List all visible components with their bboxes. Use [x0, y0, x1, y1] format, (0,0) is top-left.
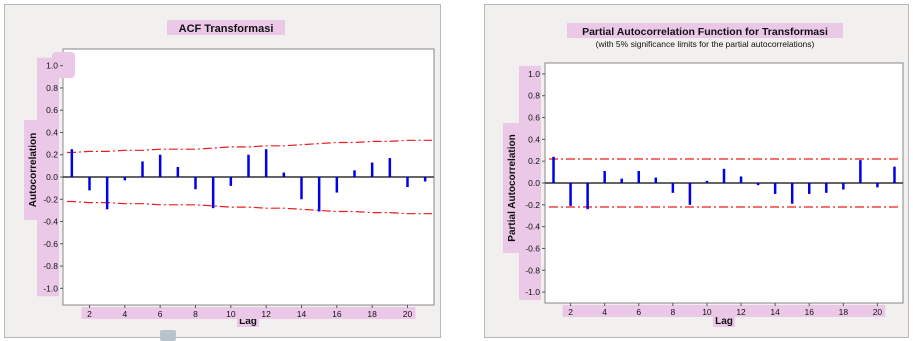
- acf-ytick-label: -0.2: [43, 194, 58, 204]
- acf-xtick-label: 10: [226, 309, 236, 319]
- pacf-chart-panel: Partial Autocorrelation Function for Tra…: [484, 4, 909, 338]
- pacf-ytick-label: 0.4: [528, 134, 540, 144]
- pacf-xtick-label: 18: [839, 307, 849, 317]
- pacf-xtick-label: 16: [805, 307, 815, 317]
- acf-ytick-label: 1.0: [46, 61, 58, 71]
- pacf-xtick-label: 14: [770, 307, 780, 317]
- acf-xtick-label: 14: [297, 309, 307, 319]
- acf-xtick-label: 20: [403, 309, 413, 319]
- acf-chart-panel: ACF Transformasi Autocorrelation Lag 1.0…: [4, 4, 441, 338]
- acf-ytick-label: 0.0: [46, 172, 58, 182]
- acf-ylabel: Autocorrelation: [28, 133, 39, 207]
- pacf-xtick-label: 10: [702, 307, 712, 317]
- acf-ytick-label: 0.4: [46, 127, 58, 137]
- pacf-xtick-label: 12: [736, 307, 746, 317]
- pacf-title-highlight: [567, 23, 843, 38]
- pacf-title: Partial Autocorrelation Function for Tra…: [582, 26, 828, 38]
- pacf-xlabel-highlight: [713, 314, 735, 327]
- acf-xtick-label: 16: [332, 309, 342, 319]
- pacf-ytick-label: -1.0: [525, 287, 540, 297]
- pacf-xtick-label: 6: [636, 307, 641, 317]
- acf-ytick-label: -0.4: [43, 217, 58, 227]
- acf-title-highlight: [167, 20, 285, 35]
- acf-title: ACF Transformasi: [179, 23, 274, 35]
- pacf-subtitle: (with 5% significance limits for the par…: [596, 39, 815, 49]
- pacf-ylabel: Partial Autocorrelation: [507, 134, 518, 241]
- pacf-xtick-label: 4: [602, 307, 607, 317]
- acf-ytick-highlight: [37, 57, 59, 297]
- pacf-ytick-label: -0.2: [525, 200, 540, 210]
- pacf-xlabel: Lag: [715, 316, 733, 327]
- acf-lower-limit-line: [67, 200, 432, 215]
- pacf-xtick-label: 20: [873, 307, 883, 317]
- acf-xtick-highlight: [81, 307, 416, 319]
- pacf-chart: Partial Autocorrelation Function for Tra…: [503, 23, 904, 327]
- pacf-xtick-label: 2: [568, 307, 573, 317]
- acf-ytick-label: 0.8: [46, 83, 58, 93]
- acf-xtick-label: 8: [193, 309, 198, 319]
- pacf-xtick-label: 8: [670, 307, 675, 317]
- pacf-ytick-label: -0.8: [525, 265, 540, 275]
- pacf-ytick-label: 0.2: [528, 156, 540, 166]
- acf-xtick-label: 4: [122, 309, 127, 319]
- acf-ytick-label: -1.0: [43, 283, 58, 293]
- acf-ylabel-highlight: [24, 120, 40, 220]
- acf-xtick-label: 12: [261, 309, 271, 319]
- acf-chart: ACF Transformasi Autocorrelation Lag 1.0…: [24, 20, 435, 327]
- pacf-ytick-label: -0.4: [525, 222, 540, 232]
- pacf-xtick-highlight: [562, 305, 886, 317]
- panel-gap: [441, 0, 484, 341]
- acf-ytick-label: 0.2: [46, 150, 58, 160]
- pacf-ytick-label: 0.6: [528, 113, 540, 123]
- pacf-ytick-label: 1.0: [528, 69, 540, 79]
- pacf-ytick-label: -0.6: [525, 243, 540, 253]
- acf-upper-limit-line: [67, 139, 432, 154]
- scroll-marker-icon: [160, 330, 176, 341]
- acf-xtick-label: 2: [87, 309, 92, 319]
- pacf-ytick-highlight: [519, 65, 541, 301]
- pacf-ytick-label: 0.8: [528, 91, 540, 101]
- acf-xlabel: Lag: [239, 316, 257, 327]
- acf-ytick-label: -0.6: [43, 239, 58, 249]
- pacf-ytick-label: 0.0: [528, 178, 540, 188]
- acf-xtick-label: 18: [367, 309, 377, 319]
- acf-ytick-label: 0.6: [46, 105, 58, 115]
- pacf-ylabel-highlight: [503, 123, 519, 253]
- acf-ytick-label: -0.8: [43, 261, 58, 271]
- acf-xtick-label: 6: [158, 309, 163, 319]
